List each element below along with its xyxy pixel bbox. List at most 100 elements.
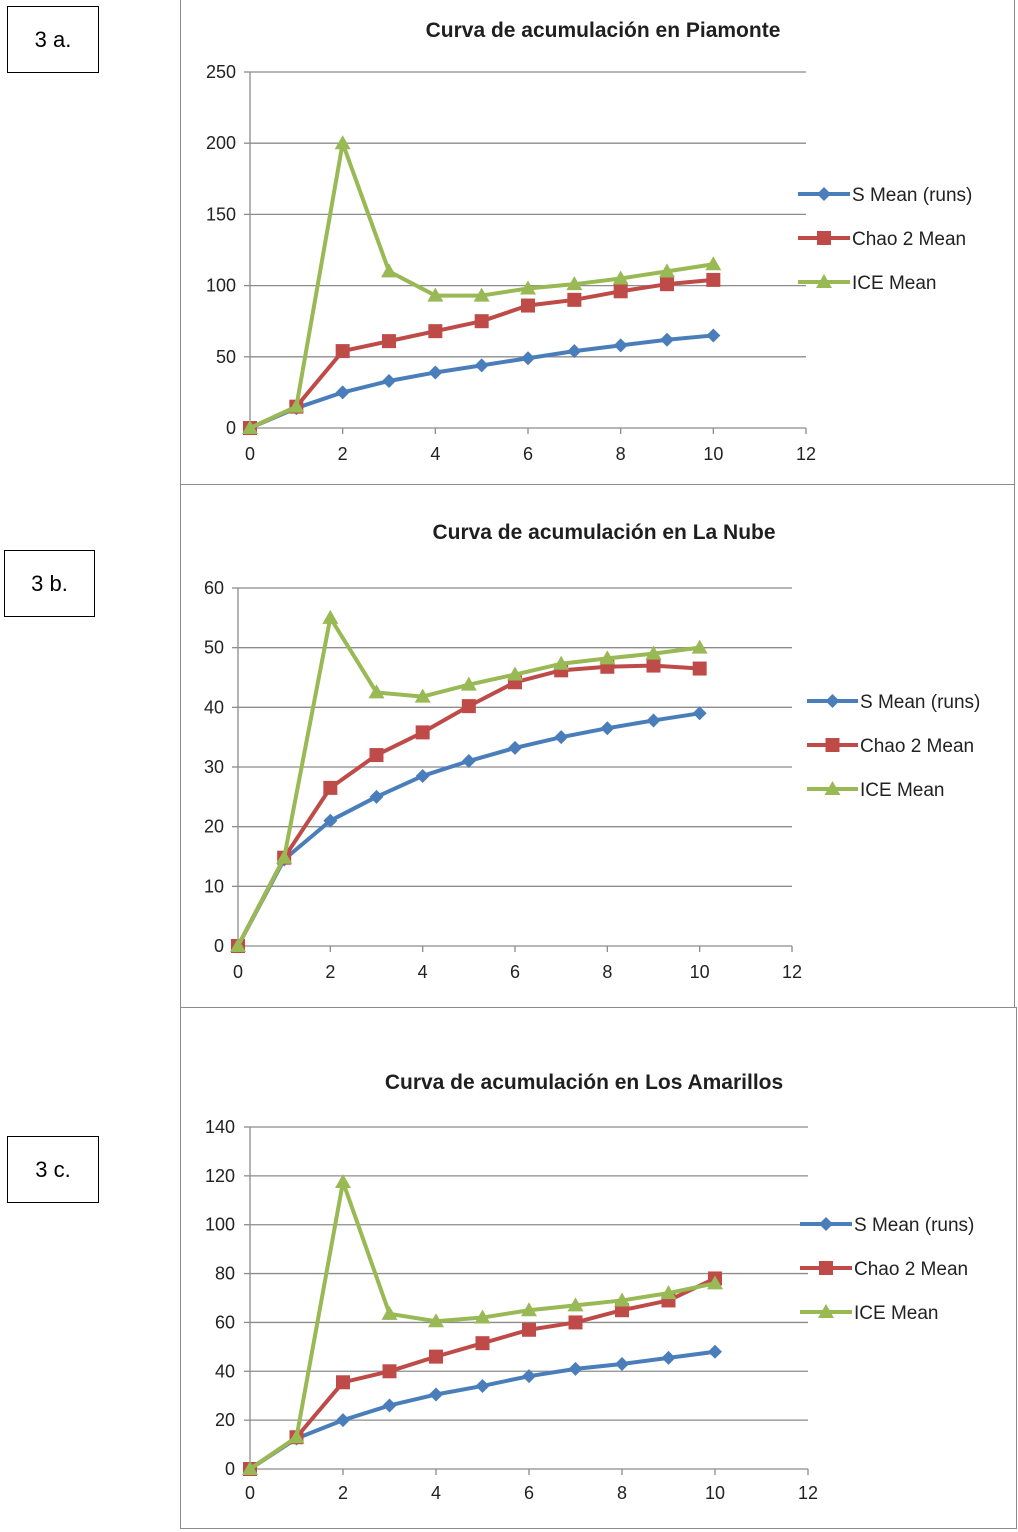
legend-label: S Mean (runs) <box>852 185 972 206</box>
series-line <box>249 277 714 430</box>
data-point <box>599 650 616 665</box>
data-point <box>615 1356 629 1371</box>
data-point <box>706 328 721 343</box>
x-tick-label: 8 <box>617 1483 627 1503</box>
y-tick-label: 20 <box>204 817 224 837</box>
y-tick-label: 0 <box>214 936 224 956</box>
y-tick-label: 30 <box>204 757 224 777</box>
data-point <box>520 280 536 295</box>
x-tick-label: 2 <box>325 962 335 982</box>
y-tick-label: 60 <box>204 578 224 598</box>
data-point <box>335 385 350 400</box>
chart-title: Curva de acumulación en Piamonte <box>426 19 781 42</box>
data-point <box>691 639 708 654</box>
y-tick-label: 250 <box>206 62 236 82</box>
data-point <box>473 287 490 302</box>
legend-marker <box>825 694 840 708</box>
legend-label: ICE Mean <box>860 780 944 801</box>
data-point <box>382 374 396 389</box>
data-point <box>242 1461 258 1475</box>
x-tick-label: 12 <box>798 1483 818 1503</box>
x-tick-label: 6 <box>523 444 533 464</box>
y-tick-label: 0 <box>225 1459 235 1479</box>
data-point <box>429 1349 443 1364</box>
legend-label: ICE Mean <box>852 273 936 294</box>
y-tick-label: 0 <box>226 418 236 438</box>
data-point <box>568 1315 583 1330</box>
data-point <box>612 270 629 285</box>
data-point <box>381 263 397 278</box>
x-tick-label: 0 <box>233 962 243 982</box>
data-point <box>428 324 443 339</box>
data-point <box>615 1303 629 1318</box>
data-point <box>568 1361 583 1376</box>
y-tick-label: 20 <box>215 1410 235 1430</box>
data-point <box>230 938 246 952</box>
data-point <box>475 1336 490 1351</box>
x-tick-label: 12 <box>796 444 816 464</box>
data-point <box>460 676 477 691</box>
data-point <box>288 398 305 413</box>
data-point <box>428 365 443 380</box>
legend-marker <box>817 187 831 201</box>
y-tick-label: 140 <box>205 1117 235 1137</box>
data-point <box>553 655 570 670</box>
chart-title: Curva de acumulación en Los Amarillos <box>385 1071 783 1094</box>
x-tick-label: 12 <box>782 962 802 982</box>
data-point <box>646 713 661 728</box>
data-point <box>660 332 674 347</box>
x-tick-label: 6 <box>510 962 520 982</box>
y-tick-label: 40 <box>215 1361 235 1381</box>
y-tick-label: 100 <box>205 1215 235 1235</box>
legend-label: Chao 2 Mean <box>852 229 966 250</box>
data-point <box>566 276 583 291</box>
data-point <box>461 699 476 714</box>
figure-label-3b: 3 b. <box>4 550 95 617</box>
x-tick-label: 4 <box>430 444 440 464</box>
x-tick-label: 6 <box>524 1483 534 1503</box>
data-point <box>288 1429 305 1444</box>
data-point <box>613 338 628 353</box>
y-tick-label: 120 <box>205 1166 235 1186</box>
x-tick-label: 8 <box>616 444 626 464</box>
data-point <box>381 1305 398 1320</box>
data-point <box>659 263 675 278</box>
data-point <box>600 721 615 736</box>
x-tick-label: 4 <box>418 962 428 982</box>
data-point <box>521 351 535 366</box>
x-tick-label: 10 <box>703 444 723 464</box>
data-point <box>661 1350 676 1365</box>
data-point <box>335 344 350 359</box>
data-point <box>522 1322 536 1337</box>
data-point <box>567 1297 584 1312</box>
data-point <box>474 1309 491 1324</box>
legend-label: Chao 2 Mean <box>854 1259 968 1280</box>
x-tick-label: 2 <box>338 1483 348 1503</box>
data-point <box>414 688 431 703</box>
data-point <box>415 768 430 783</box>
data-point <box>706 272 721 287</box>
data-point <box>322 609 339 624</box>
y-tick-label: 10 <box>204 876 224 896</box>
data-point <box>336 1375 350 1390</box>
data-point <box>474 358 489 373</box>
data-point <box>646 658 661 673</box>
legend-marker <box>816 274 832 288</box>
data-point <box>368 684 385 699</box>
legend-label: Chao 2 Mean <box>860 736 974 757</box>
data-point <box>567 344 582 359</box>
data-point <box>461 754 476 769</box>
data-point <box>382 1364 397 1379</box>
data-point <box>369 748 384 763</box>
y-tick-label: 40 <box>204 697 224 717</box>
data-point <box>507 666 523 681</box>
data-point <box>323 780 338 795</box>
data-point <box>692 661 707 676</box>
x-tick-label: 2 <box>338 444 348 464</box>
data-point <box>276 849 293 864</box>
data-point <box>382 334 396 349</box>
data-point <box>554 730 569 745</box>
x-tick-label: 4 <box>431 1483 441 1503</box>
y-tick-label: 50 <box>204 638 224 658</box>
data-point <box>705 256 722 271</box>
